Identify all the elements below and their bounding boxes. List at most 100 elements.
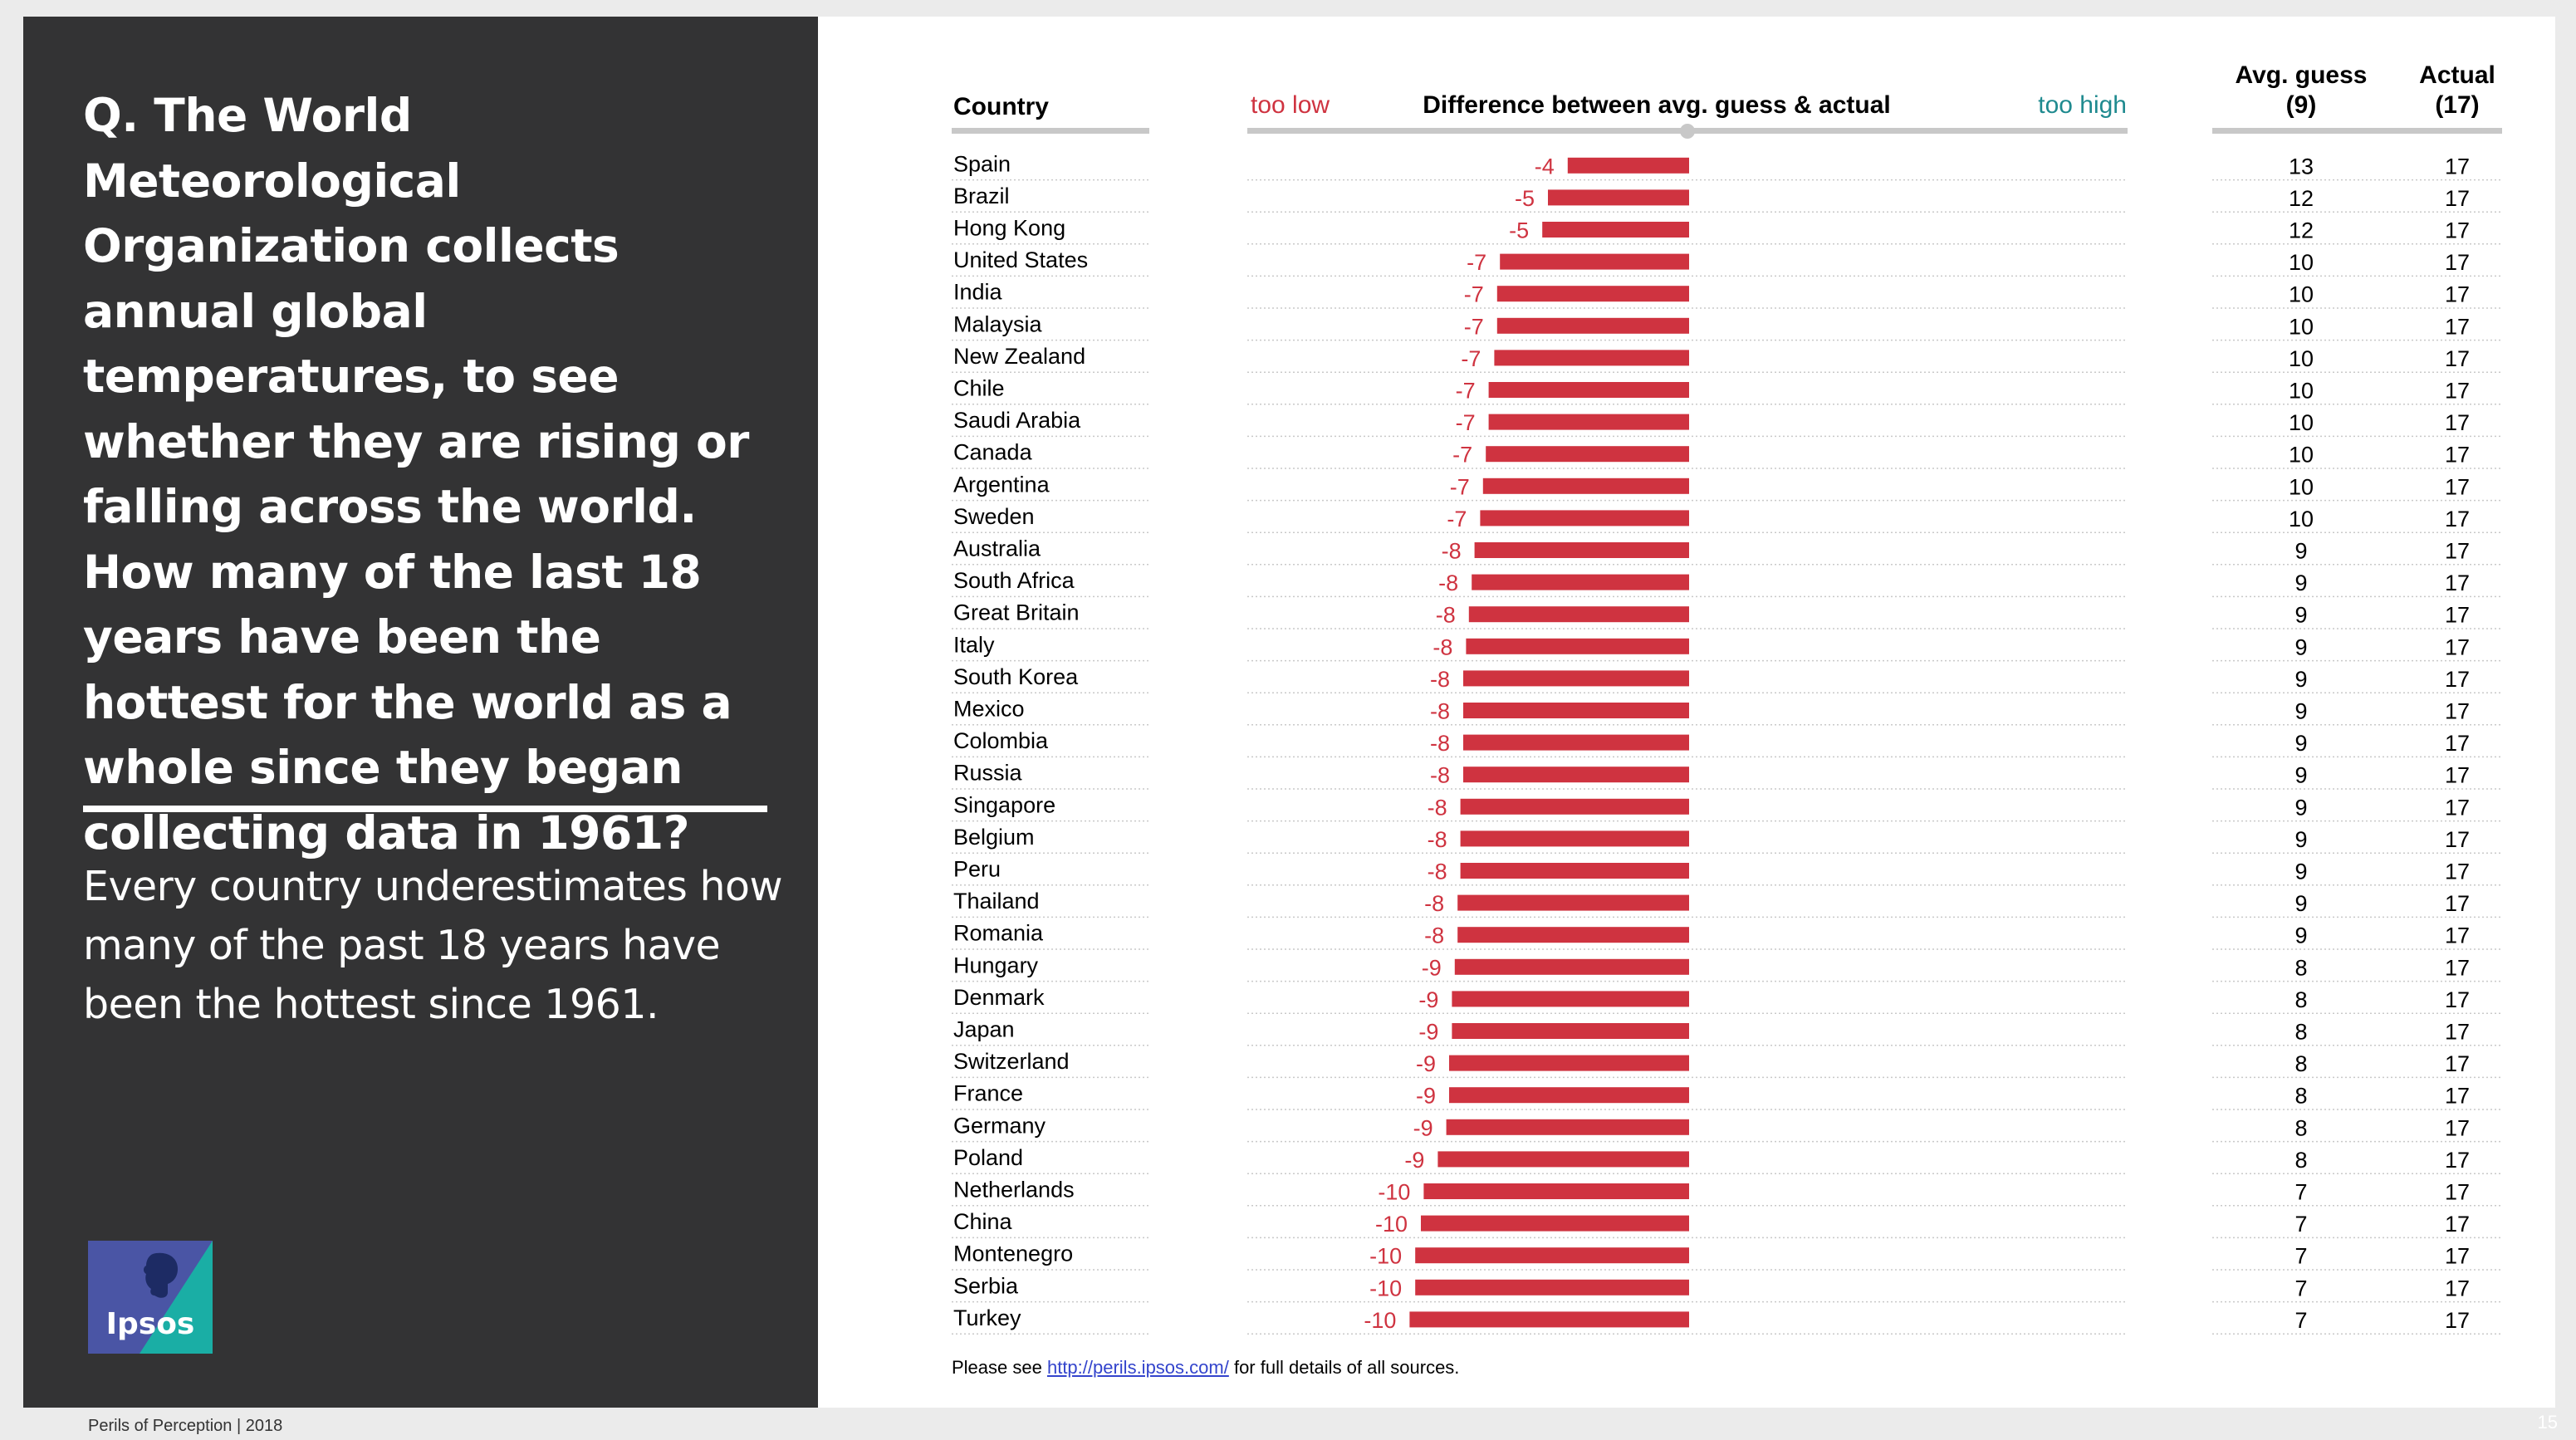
difference-value-label: -8 xyxy=(1436,603,1456,628)
header-actual-sub: (17) xyxy=(2435,91,2479,119)
difference-bar-chart: Country too low Difference between avg. gu… xyxy=(952,61,2502,1335)
difference-value-label: -9 xyxy=(1418,1020,1438,1045)
country-label: South Africa xyxy=(953,568,1075,593)
actual-value: 17 xyxy=(2445,860,2470,884)
country-label: New Zealand xyxy=(953,344,1085,369)
country-label: Spain xyxy=(953,151,1011,176)
difference-value-label: -5 xyxy=(1515,186,1535,211)
difference-value-label: -7 xyxy=(1456,410,1476,435)
actual-value: 17 xyxy=(2445,795,2470,820)
difference-value-label: -8 xyxy=(1430,699,1450,724)
header-too-high: too high xyxy=(2038,91,2127,119)
actual-value: 17 xyxy=(2445,186,2470,211)
actual-value: 17 xyxy=(2445,763,2470,788)
avg-guess-value: 9 xyxy=(2294,539,2307,564)
actual-value: 17 xyxy=(2445,1276,2470,1300)
country-label: Italy xyxy=(953,632,995,657)
difference-bar xyxy=(1488,382,1689,398)
difference-bar xyxy=(1542,222,1689,238)
actual-value: 17 xyxy=(2445,1051,2470,1076)
question-panel: Q. The World Meteorological Organization… xyxy=(23,17,818,1408)
country-label: Thailand xyxy=(953,889,1040,913)
difference-bar xyxy=(1500,253,1689,270)
actual-value: 17 xyxy=(2445,827,2470,852)
avg-guess-value: 7 xyxy=(2294,1180,2307,1205)
avg-guess-value: 8 xyxy=(2294,1084,2307,1109)
country-label: Argentina xyxy=(953,472,1050,497)
difference-bar xyxy=(1454,958,1689,975)
country-label: Great Britain xyxy=(953,600,1080,625)
header-difference: Difference between avg. guess & actual xyxy=(1423,91,1891,119)
logo-text: Ipsos xyxy=(105,1307,195,1341)
header-avg-guess-sub: (9) xyxy=(2286,91,2317,119)
avg-guess-value: 13 xyxy=(2289,154,2314,179)
difference-bar xyxy=(1548,189,1689,206)
avg-guess-value: 7 xyxy=(2294,1308,2307,1333)
avg-guess-value: 9 xyxy=(2294,603,2307,628)
chart-panel: Country too low Difference between avg. gu… xyxy=(818,17,2555,1408)
country-label: Australia xyxy=(953,536,1041,561)
difference-value-label: -7 xyxy=(1461,346,1481,371)
difference-bar xyxy=(1480,510,1689,527)
difference-bar xyxy=(1446,1119,1689,1135)
actual-value: 17 xyxy=(2445,1084,2470,1109)
difference-bar xyxy=(1457,894,1689,911)
difference-bar xyxy=(1468,606,1689,623)
country-label: Romania xyxy=(953,921,1044,946)
header-rule-country xyxy=(952,128,1149,134)
difference-value-label: -7 xyxy=(1447,507,1467,531)
difference-bar xyxy=(1452,991,1689,1007)
difference-bar xyxy=(1415,1279,1689,1296)
difference-bar xyxy=(1466,638,1689,654)
difference-bar xyxy=(1463,703,1689,718)
page-number: 15 xyxy=(2537,1412,2558,1433)
actual-value: 17 xyxy=(2445,314,2470,339)
avg-guess-value: 10 xyxy=(2289,507,2314,531)
avg-guess-value: 10 xyxy=(2289,474,2314,499)
country-label: Peru xyxy=(953,857,1001,882)
source-link[interactable]: http://perils.ipsos.com/ xyxy=(1046,1357,1229,1378)
difference-bar xyxy=(1460,830,1689,847)
actual-value: 17 xyxy=(2445,410,2470,435)
difference-value-label: -7 xyxy=(1450,474,1470,499)
header-country: Country xyxy=(953,93,1049,120)
avg-guess-value: 9 xyxy=(2294,891,2307,916)
country-label: Germany xyxy=(953,1113,1046,1138)
country-label: Serbia xyxy=(953,1273,1019,1298)
source-note: Please see http://perils.ipsos.com/ for … xyxy=(952,1357,1459,1379)
difference-value-label: -9 xyxy=(1416,1051,1436,1076)
difference-bar xyxy=(1463,670,1689,687)
country-label: United States xyxy=(953,247,1088,272)
key-finding-text: Every country underestimates how many of… xyxy=(83,863,783,1028)
difference-value-label: -10 xyxy=(1369,1244,1402,1269)
avg-guess-value: 9 xyxy=(2294,699,2307,724)
actual-value: 17 xyxy=(2445,571,2470,595)
avg-guess-value: 10 xyxy=(2289,346,2314,371)
difference-value-label: -8 xyxy=(1428,795,1447,820)
difference-bar xyxy=(1421,1215,1689,1232)
avg-guess-value: 10 xyxy=(2289,379,2314,404)
difference-bar xyxy=(1482,478,1689,494)
difference-value-label: -10 xyxy=(1369,1276,1402,1300)
country-label: Chile xyxy=(953,376,1005,401)
country-label: Singapore xyxy=(953,792,1055,817)
difference-bar xyxy=(1567,157,1689,174)
difference-bar xyxy=(1496,286,1689,302)
avg-guess-value: 9 xyxy=(2294,571,2307,595)
difference-bar xyxy=(1423,1183,1689,1199)
avg-guess-value: 8 xyxy=(2294,1020,2307,1045)
header-rule-values xyxy=(2212,128,2502,134)
source-prefix: Please see xyxy=(952,1357,1047,1378)
actual-value: 17 xyxy=(2445,282,2470,307)
actual-value: 17 xyxy=(2445,443,2470,468)
difference-value-label: -7 xyxy=(1467,250,1486,275)
avg-guess-value: 8 xyxy=(2294,987,2307,1012)
header-avg-guess: Avg. guess xyxy=(2236,61,2368,89)
actual-value: 17 xyxy=(2445,987,2470,1012)
difference-value-label: -10 xyxy=(1375,1212,1408,1237)
avg-guess-value: 9 xyxy=(2294,731,2307,756)
difference-bar xyxy=(1449,1055,1689,1071)
country-label: South Korea xyxy=(953,664,1079,689)
difference-bar xyxy=(1474,542,1689,558)
actual-value: 17 xyxy=(2445,603,2470,628)
